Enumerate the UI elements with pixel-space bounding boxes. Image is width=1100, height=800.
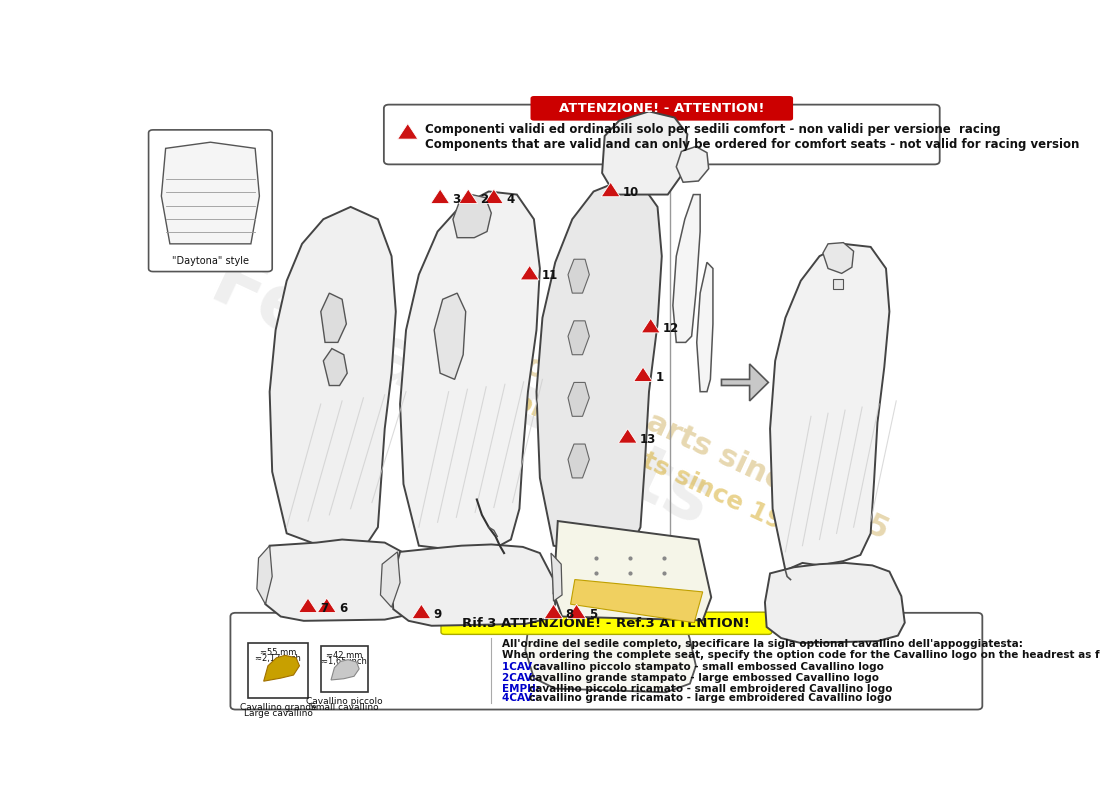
Text: "Daytona" style: "Daytona" style <box>172 256 249 266</box>
Text: 1CAV :: 1CAV : <box>502 662 543 672</box>
Polygon shape <box>544 604 563 618</box>
Polygon shape <box>602 111 688 194</box>
Text: Ferrari Parts: Ferrari Parts <box>200 243 723 540</box>
Text: cavallino grande stampato - large embossed Cavallino logo: cavallino grande stampato - large emboss… <box>529 673 879 683</box>
Polygon shape <box>568 259 590 293</box>
Text: 7: 7 <box>320 602 328 615</box>
Text: Cavallino grande: Cavallino grande <box>240 703 317 712</box>
Polygon shape <box>264 655 299 682</box>
Polygon shape <box>551 553 562 601</box>
Text: All'ordine del sedile completo, specificare la sigla optional cavallino dell'app: All'ordine del sedile completo, specific… <box>502 639 1022 650</box>
Polygon shape <box>571 579 703 622</box>
Polygon shape <box>526 610 696 692</box>
Text: cavallino piccolo ricamato - small embroidered Cavallino logo: cavallino piccolo ricamato - small embro… <box>529 683 892 694</box>
Polygon shape <box>381 552 400 607</box>
Polygon shape <box>397 123 418 139</box>
Polygon shape <box>823 242 854 274</box>
Text: 10: 10 <box>623 186 639 199</box>
Text: ≂2,17 inch: ≂2,17 inch <box>255 654 301 663</box>
Polygon shape <box>673 194 700 342</box>
Polygon shape <box>270 207 396 547</box>
FancyBboxPatch shape <box>441 612 772 634</box>
Polygon shape <box>641 318 660 333</box>
Polygon shape <box>484 189 504 203</box>
Polygon shape <box>331 660 359 680</box>
Polygon shape <box>264 539 417 621</box>
Text: 13: 13 <box>640 433 656 446</box>
Text: cavallino grande ricamato - large embroidered Cavallino logo: cavallino grande ricamato - large embroi… <box>529 694 891 703</box>
Text: cavallino piccolo stampato - small embossed Cavallino logo: cavallino piccolo stampato - small embos… <box>534 662 884 672</box>
Text: 5: 5 <box>588 608 597 621</box>
Polygon shape <box>764 563 904 643</box>
FancyBboxPatch shape <box>230 613 982 710</box>
Text: Rif.3 ATTENZIONE! - Ref.3 ATTENTION!: Rif.3 ATTENZIONE! - Ref.3 ATTENTION! <box>462 617 750 630</box>
Polygon shape <box>696 262 713 392</box>
Polygon shape <box>722 364 768 401</box>
Polygon shape <box>568 382 590 416</box>
FancyBboxPatch shape <box>148 130 272 271</box>
Polygon shape <box>412 604 431 618</box>
Text: 3: 3 <box>452 193 461 206</box>
FancyBboxPatch shape <box>530 96 793 121</box>
Polygon shape <box>770 244 890 570</box>
Text: ≂55 mm: ≂55 mm <box>260 648 296 657</box>
Polygon shape <box>568 444 590 478</box>
Polygon shape <box>317 598 337 613</box>
Polygon shape <box>553 521 712 620</box>
Polygon shape <box>257 546 272 604</box>
Text: ≂42 mm: ≂42 mm <box>326 651 362 660</box>
Text: Cavallino piccolo: Cavallino piccolo <box>306 698 383 706</box>
Polygon shape <box>431 189 450 203</box>
Polygon shape <box>602 182 620 197</box>
Polygon shape <box>323 349 348 386</box>
Polygon shape <box>520 266 539 280</box>
Text: EMPH:: EMPH: <box>502 683 543 694</box>
Text: passion for parts since 1985: passion for parts since 1985 <box>439 313 893 545</box>
Text: When ordering the complete seat, specify the option code for the Cavallino logo : When ordering the complete seat, specify… <box>502 650 1100 660</box>
Text: 9: 9 <box>433 608 442 621</box>
Polygon shape <box>676 146 708 182</box>
Polygon shape <box>298 598 318 613</box>
Text: 11: 11 <box>542 270 558 282</box>
Text: 2: 2 <box>481 193 488 206</box>
Polygon shape <box>162 142 260 244</box>
Polygon shape <box>634 367 652 382</box>
Text: Small cavallino: Small cavallino <box>310 702 378 712</box>
Polygon shape <box>568 604 586 618</box>
Text: 4: 4 <box>506 193 515 206</box>
Polygon shape <box>618 429 637 443</box>
Bar <box>249 643 308 698</box>
Polygon shape <box>321 293 346 342</box>
Polygon shape <box>400 191 540 552</box>
Text: 12: 12 <box>663 322 679 335</box>
Text: 1: 1 <box>656 371 663 384</box>
Text: passion for parts since 1985: passion for parts since 1985 <box>446 358 818 549</box>
Text: Componenti validi ed ordinabili solo per sedili comfort - non validi per version: Componenti validi ed ordinabili solo per… <box>425 123 1000 136</box>
Polygon shape <box>392 545 556 626</box>
Text: 8: 8 <box>565 608 574 621</box>
Text: 6: 6 <box>339 602 348 615</box>
Polygon shape <box>434 293 465 379</box>
Text: 2CAV:: 2CAV: <box>502 673 539 683</box>
Text: 4CAV:: 4CAV: <box>502 694 539 703</box>
Polygon shape <box>568 321 590 354</box>
FancyBboxPatch shape <box>384 105 939 164</box>
Polygon shape <box>537 182 662 553</box>
Polygon shape <box>453 194 492 238</box>
Text: Large cavallino: Large cavallino <box>244 709 312 718</box>
Text: ATTENZIONE! - ATTENTION!: ATTENZIONE! - ATTENTION! <box>559 102 764 115</box>
Polygon shape <box>459 189 477 203</box>
Bar <box>321 646 367 692</box>
Text: Components that are valid and can only be ordered for comfort seats - not valid : Components that are valid and can only b… <box>425 138 1079 150</box>
Text: ≂1,65 inch: ≂1,65 inch <box>321 657 367 666</box>
